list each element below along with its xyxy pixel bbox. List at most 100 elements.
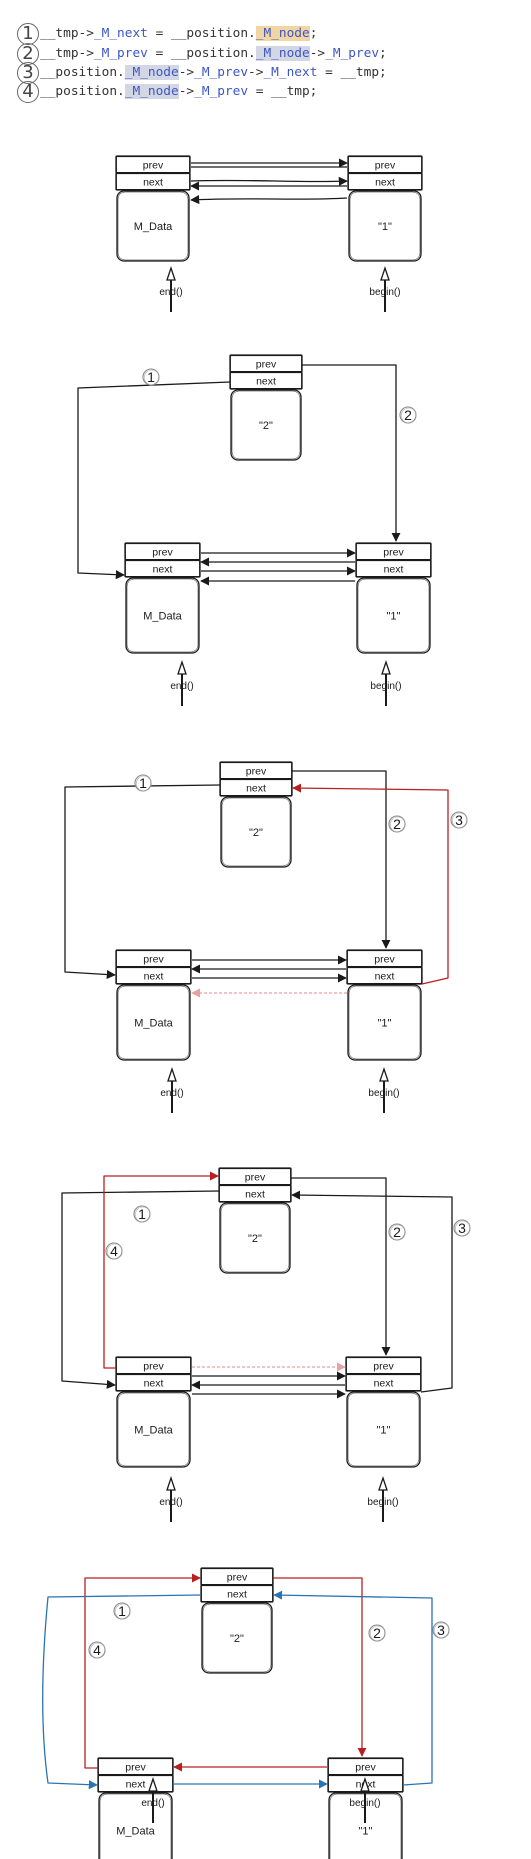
prev-label: prev [256,359,277,371]
code-token: ; [309,26,318,41]
prev-label: prev [383,547,404,559]
step-number: 2 [373,1625,381,1641]
code-text: __tmp->_M_prev = __position._M_node->_M_… [40,46,387,62]
code-text: __position._M_node->_M_prev->_M_next = _… [40,65,387,81]
begin-iterator-arrowhead [360,1776,370,1792]
end-iterator: end() [160,1088,183,1099]
begin-iterator-arrowhead [379,1066,389,1082]
m-data-label: M_Data [134,1018,173,1030]
code-token-member: _M_prev [194,65,249,80]
list-node [347,155,423,262]
next-field [218,1184,292,1203]
list-node [355,542,432,654]
last-next-to-tmp [292,783,449,985]
node-2-value: "2" [230,1633,244,1645]
prev-label: prev [143,160,164,172]
prev-label: prev [355,1762,376,1774]
next-field [115,966,192,985]
list-node [218,1167,292,1274]
node-1-value: "1" [377,1425,391,1437]
code-token-member: _M_node [255,46,310,61]
next-field [346,966,423,985]
tmp-prev-to-last [292,770,391,949]
code-token: = __position. [147,26,256,41]
end-iterator-arrowhead [166,1475,176,1491]
next-field [355,559,432,578]
prev-label: prev [125,1762,146,1774]
step-number: 1 [138,1206,146,1222]
position-prev-to-tmp [103,1171,219,1369]
step-number: 4 [93,1642,101,1658]
tmp-prev-to-last [302,364,401,542]
position-prev-to-tmp [84,1573,201,1769]
code-token-member: _M_node [124,84,179,99]
next-label: next [143,177,163,189]
tmp-prev-to-last [291,1177,391,1356]
tmp-next-to-position [61,1190,220,1389]
end-iterator: end() [159,1497,182,1508]
next-field [219,778,293,797]
code-text: __tmp->_M_next = __position._M_node; [40,26,317,42]
end-iterator-arrowhead [177,659,187,675]
step-number: 2 [393,816,401,832]
code-line: 2 __tmp->_M_prev = __position._M_node->_M… [0,43,531,65]
list-node [115,949,192,1061]
code-token: -> [178,84,195,99]
prev-label: prev [152,547,173,559]
prev-label: prev [227,1572,248,1584]
code-token: __position. [40,84,125,99]
code-token-member: _M_next [93,26,148,41]
code-token: ; [379,46,387,61]
m-data-label: M_Data [143,611,182,623]
begin-iterator-arrowhead [380,265,390,281]
next-label: next [153,564,173,576]
next-label: next [144,971,164,983]
step-number: 3 [458,1220,466,1236]
node-2-value: "2" [249,827,263,839]
next-label: next [246,783,266,795]
next-label: next [245,1189,265,1201]
m-data-label: M_Data [134,1425,173,1437]
begin-iterator: begin() [367,1497,398,1508]
node-1-body [346,1391,421,1468]
m-data-label: M_Data [134,221,173,233]
step-number: 3 [437,1622,445,1638]
list-node [124,542,201,654]
list-node [115,155,191,262]
tmp-next-to-position [64,784,221,980]
step-number: 4 [110,1243,118,1259]
code-token-member: _M_prev [194,84,249,99]
code-line: 3 __position._M_node->_M_prev->_M_next = … [0,62,531,84]
list-node [346,949,423,1061]
prev-label: prev [245,1172,266,1184]
next-label: next [384,564,404,576]
next-field [115,1373,192,1392]
next-label: next [375,177,395,189]
code-token: = __tmp; [317,65,387,80]
list-node [115,1356,192,1468]
next-label: next [126,1779,146,1791]
node-2-body [201,1602,273,1674]
end-iterator-arrowhead [167,1066,177,1082]
next-field [345,1373,422,1392]
last-next-to-tmp [273,1590,433,1786]
code-token: -> [309,46,326,61]
code-token-member: _M_node [255,26,310,41]
code-token-member: _M_node [124,65,179,80]
code-token: = __position. [147,46,256,61]
next-field [229,371,303,390]
step-number: 2 [404,407,412,423]
prev-label: prev [143,954,164,966]
m-data-node-body [116,1391,191,1468]
m-data-label: M_Data [116,1826,155,1838]
step-number: 1 [147,369,155,385]
begin-iterator-arrowhead [381,659,391,675]
m-data-node-body [116,190,190,262]
last-next-to-tmp [291,1190,453,1393]
link-prev-to-last [190,195,348,205]
node-1-value: "1" [387,611,401,623]
code-token: -> [178,65,195,80]
begin-iterator: begin() [369,287,400,298]
